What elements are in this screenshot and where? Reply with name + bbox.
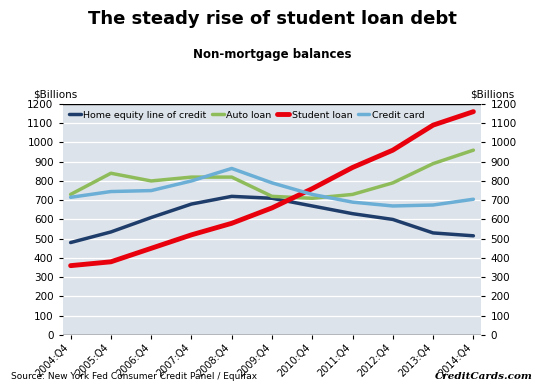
Text: $Billions: $Billions xyxy=(33,89,77,99)
Home equity line of credit xyxy=(430,231,436,235)
Student loan xyxy=(269,206,275,210)
Credit card xyxy=(67,195,74,199)
Credit card xyxy=(349,200,356,204)
Text: CreditCards.com: CreditCards.com xyxy=(435,372,533,381)
Student loan xyxy=(228,221,235,226)
Credit card xyxy=(188,179,195,183)
Line: Credit card: Credit card xyxy=(71,168,473,206)
Legend: Home equity line of credit, Auto loan, Student loan, Credit card: Home equity line of credit, Auto loan, S… xyxy=(67,109,426,121)
Credit card xyxy=(228,166,235,171)
Home equity line of credit xyxy=(390,217,396,222)
Text: The steady rise of student loan debt: The steady rise of student loan debt xyxy=(88,10,456,28)
Credit card xyxy=(108,189,114,194)
Credit card xyxy=(470,197,477,202)
Student loan xyxy=(309,186,316,191)
Credit card xyxy=(269,181,275,185)
Auto loan xyxy=(108,171,114,176)
Auto loan xyxy=(309,196,316,201)
Home equity line of credit xyxy=(309,204,316,208)
Auto loan xyxy=(188,175,195,179)
Student loan xyxy=(108,259,114,264)
Credit card xyxy=(390,204,396,208)
Credit card xyxy=(148,188,154,193)
Line: Home equity line of credit: Home equity line of credit xyxy=(71,196,473,243)
Text: $Billions: $Billions xyxy=(470,89,514,99)
Home equity line of credit xyxy=(470,233,477,238)
Auto loan xyxy=(67,192,74,197)
Student loan xyxy=(349,165,356,170)
Student loan xyxy=(188,233,195,237)
Home equity line of credit xyxy=(188,202,195,206)
Student loan xyxy=(390,148,396,152)
Auto loan xyxy=(148,179,154,183)
Auto loan xyxy=(430,161,436,166)
Home equity line of credit xyxy=(67,240,74,245)
Auto loan xyxy=(349,192,356,197)
Student loan xyxy=(67,263,74,268)
Student loan xyxy=(430,123,436,127)
Text: Source: New York Fed Consumer Credit Panel / Equifax: Source: New York Fed Consumer Credit Pan… xyxy=(11,372,257,381)
Home equity line of credit xyxy=(349,211,356,216)
Auto loan xyxy=(228,175,235,179)
Auto loan xyxy=(390,181,396,185)
Home equity line of credit xyxy=(108,229,114,234)
Text: Non-mortgage balances: Non-mortgage balances xyxy=(193,48,351,61)
Student loan xyxy=(470,109,477,114)
Line: Student loan: Student loan xyxy=(71,112,473,266)
Student loan xyxy=(148,246,154,251)
Auto loan xyxy=(470,148,477,152)
Auto loan xyxy=(269,194,275,199)
Home equity line of credit xyxy=(148,215,154,220)
Line: Auto loan: Auto loan xyxy=(71,150,473,198)
Home equity line of credit xyxy=(269,196,275,201)
Credit card xyxy=(309,192,316,197)
Credit card xyxy=(430,203,436,207)
Home equity line of credit xyxy=(228,194,235,199)
